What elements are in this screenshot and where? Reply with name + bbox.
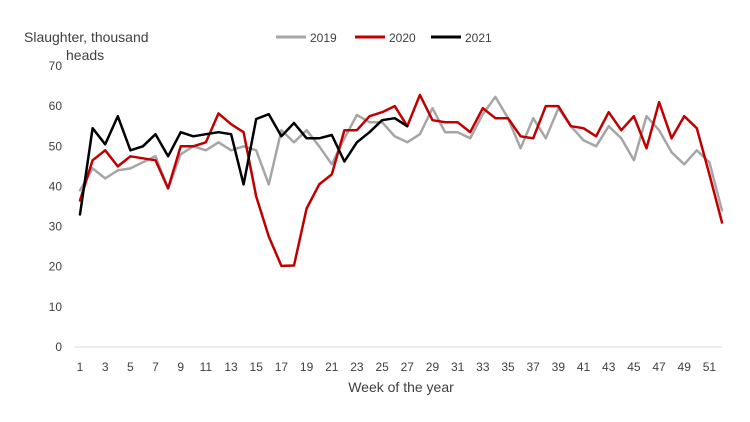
x-tick-label: 13 — [224, 360, 238, 374]
x-tick-label: 3 — [102, 360, 109, 374]
legend-label-2019: 2019 — [310, 31, 337, 45]
x-tick-label: 51 — [703, 360, 717, 374]
y-tick-label: 40 — [49, 179, 63, 193]
x-tick-label: 1 — [77, 360, 84, 374]
x-tick-label: 19 — [300, 360, 314, 374]
x-tick-label: 37 — [526, 360, 540, 374]
x-tick-label: 23 — [350, 360, 364, 374]
x-tick-label: 25 — [375, 360, 389, 374]
y-tick-label: 10 — [49, 300, 63, 314]
x-tick-label: 9 — [177, 360, 184, 374]
x-tick-label: 47 — [652, 360, 666, 374]
series-lines — [78, 93, 724, 268]
x-tick-label: 41 — [577, 360, 591, 374]
x-axis-label: Week of the year — [348, 379, 454, 395]
x-tick-label: 15 — [250, 360, 264, 374]
x-tick-label: 49 — [678, 360, 692, 374]
y-axis-label-line-2: heads — [66, 47, 104, 63]
x-axis: 1 3 5 7 9 11 13 15 17 19 21 23 25 27 29 31 33 35 37 39 41 43 4… — [75, 346, 722, 374]
x-tick-label: 31 — [451, 360, 465, 374]
y-tick-label: 0 — [55, 340, 62, 354]
legend: 2019 2020 2021 — [276, 31, 492, 45]
legend-label-2020: 2020 — [389, 31, 416, 45]
y-axis-ticks: 0 10 20 30 40 50 60 70 — [49, 59, 63, 354]
x-tick-label: 21 — [325, 360, 339, 374]
legend-label-2021: 2021 — [465, 31, 492, 45]
series-line-2019 — [78, 95, 724, 212]
x-tick-label: 43 — [602, 360, 616, 374]
x-tick-label: 7 — [152, 360, 159, 374]
series-line-2020 — [78, 93, 724, 268]
y-tick-label: 30 — [49, 220, 63, 234]
y-axis-label-line-1: Slaughter, thousand — [24, 29, 149, 45]
y-tick-label: 60 — [49, 99, 63, 113]
series-line-2021 — [78, 112, 409, 216]
x-tick-label: 27 — [401, 360, 415, 374]
x-tick-label: 35 — [501, 360, 515, 374]
x-tick-label: 17 — [275, 360, 289, 374]
x-tick-label: 29 — [426, 360, 440, 374]
x-tick-label: 5 — [127, 360, 134, 374]
x-tick-label: 39 — [552, 360, 566, 374]
x-tick-label: 11 — [200, 360, 213, 374]
y-tick-label: 50 — [49, 139, 63, 153]
x-tick-label: 45 — [627, 360, 641, 374]
x-tick-label: 33 — [476, 360, 490, 374]
y-tick-label: 70 — [49, 59, 63, 73]
y-tick-label: 20 — [49, 260, 63, 274]
